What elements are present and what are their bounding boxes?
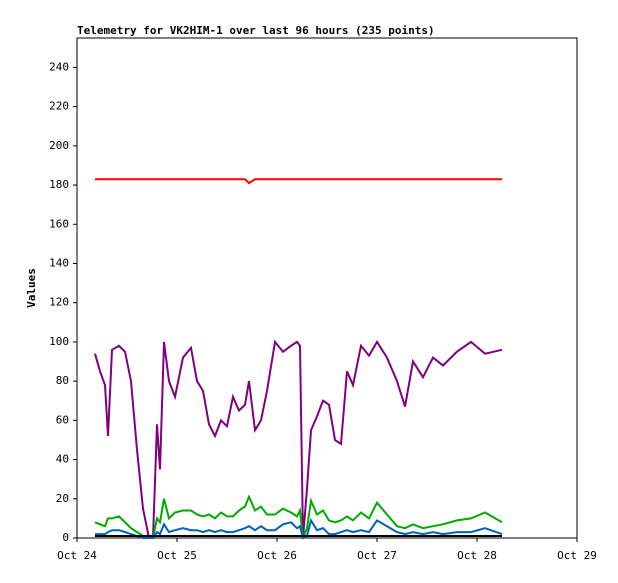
y-tick-label: 100 <box>49 335 69 348</box>
y-tick-label: 140 <box>49 256 69 269</box>
y-tick-label: 180 <box>49 178 69 191</box>
y-axis-label: Values <box>25 268 38 308</box>
x-tick-label: Oct 25 <box>157 549 197 562</box>
y-tick-label: 40 <box>56 453 69 466</box>
x-tick-label: Oct 26 <box>257 549 297 562</box>
x-tick-label: Oct 29 <box>557 549 597 562</box>
y-tick-label: 240 <box>49 60 69 73</box>
y-tick-label: 80 <box>56 374 69 387</box>
y-tick-label: 220 <box>49 100 69 113</box>
y-tick-label: 160 <box>49 217 69 230</box>
x-tick-label: Oct 27 <box>357 549 397 562</box>
y-tick-label: 120 <box>49 296 69 309</box>
x-tick-label: Oct 24 <box>57 549 97 562</box>
chart-title: Telemetry for VK2HIM-1 over last 96 hour… <box>77 24 435 37</box>
series-line <box>95 178 502 185</box>
y-tick-label: 60 <box>56 413 69 426</box>
y-tick-label: 20 <box>56 492 69 505</box>
series-line <box>95 517 503 540</box>
y-tick-label: 200 <box>49 139 69 152</box>
x-tick-label: Oct 28 <box>457 549 497 562</box>
plot-frame <box>76 37 578 539</box>
y-tick-label: 0 <box>62 531 69 544</box>
series-line <box>94 339 503 539</box>
